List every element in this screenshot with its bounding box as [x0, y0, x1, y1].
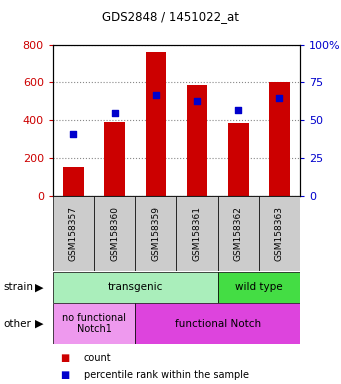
Bar	[94, 196, 135, 271]
Bar	[135, 303, 300, 344]
Text: GSM158359: GSM158359	[151, 206, 160, 261]
Bar	[228, 123, 249, 196]
Point	[277, 94, 282, 101]
Text: other: other	[3, 318, 31, 329]
Text: transgenic: transgenic	[107, 282, 163, 292]
Text: GSM158360: GSM158360	[110, 206, 119, 261]
Bar	[104, 122, 125, 196]
Bar	[135, 196, 177, 271]
Point	[194, 98, 200, 104]
Text: strain: strain	[3, 282, 33, 292]
Text: percentile rank within the sample: percentile rank within the sample	[84, 370, 249, 380]
Point	[112, 110, 117, 116]
Text: no functional
Notch1: no functional Notch1	[62, 313, 126, 334]
Bar	[53, 303, 135, 344]
Text: wild type: wild type	[235, 282, 283, 292]
Text: ■: ■	[60, 353, 69, 363]
Bar	[177, 196, 218, 271]
Bar	[63, 167, 84, 196]
Text: count: count	[84, 353, 111, 363]
Bar	[269, 83, 290, 196]
Bar	[218, 196, 259, 271]
Text: GSM158362: GSM158362	[234, 206, 243, 261]
Bar	[53, 272, 218, 303]
Text: functional Notch: functional Notch	[175, 318, 261, 329]
Bar	[259, 196, 300, 271]
Bar	[53, 196, 94, 271]
Text: ▶: ▶	[35, 282, 43, 292]
Point	[153, 91, 159, 98]
Text: ■: ■	[60, 370, 69, 380]
Text: ▶: ▶	[35, 318, 43, 329]
Bar	[218, 272, 300, 303]
Bar	[146, 52, 166, 196]
Text: GSM158357: GSM158357	[69, 206, 78, 261]
Bar	[187, 85, 207, 196]
Point	[236, 107, 241, 113]
Text: GSM158363: GSM158363	[275, 206, 284, 261]
Point	[71, 131, 76, 137]
Text: GSM158361: GSM158361	[193, 206, 202, 261]
Text: GDS2848 / 1451022_at: GDS2848 / 1451022_at	[102, 10, 239, 23]
